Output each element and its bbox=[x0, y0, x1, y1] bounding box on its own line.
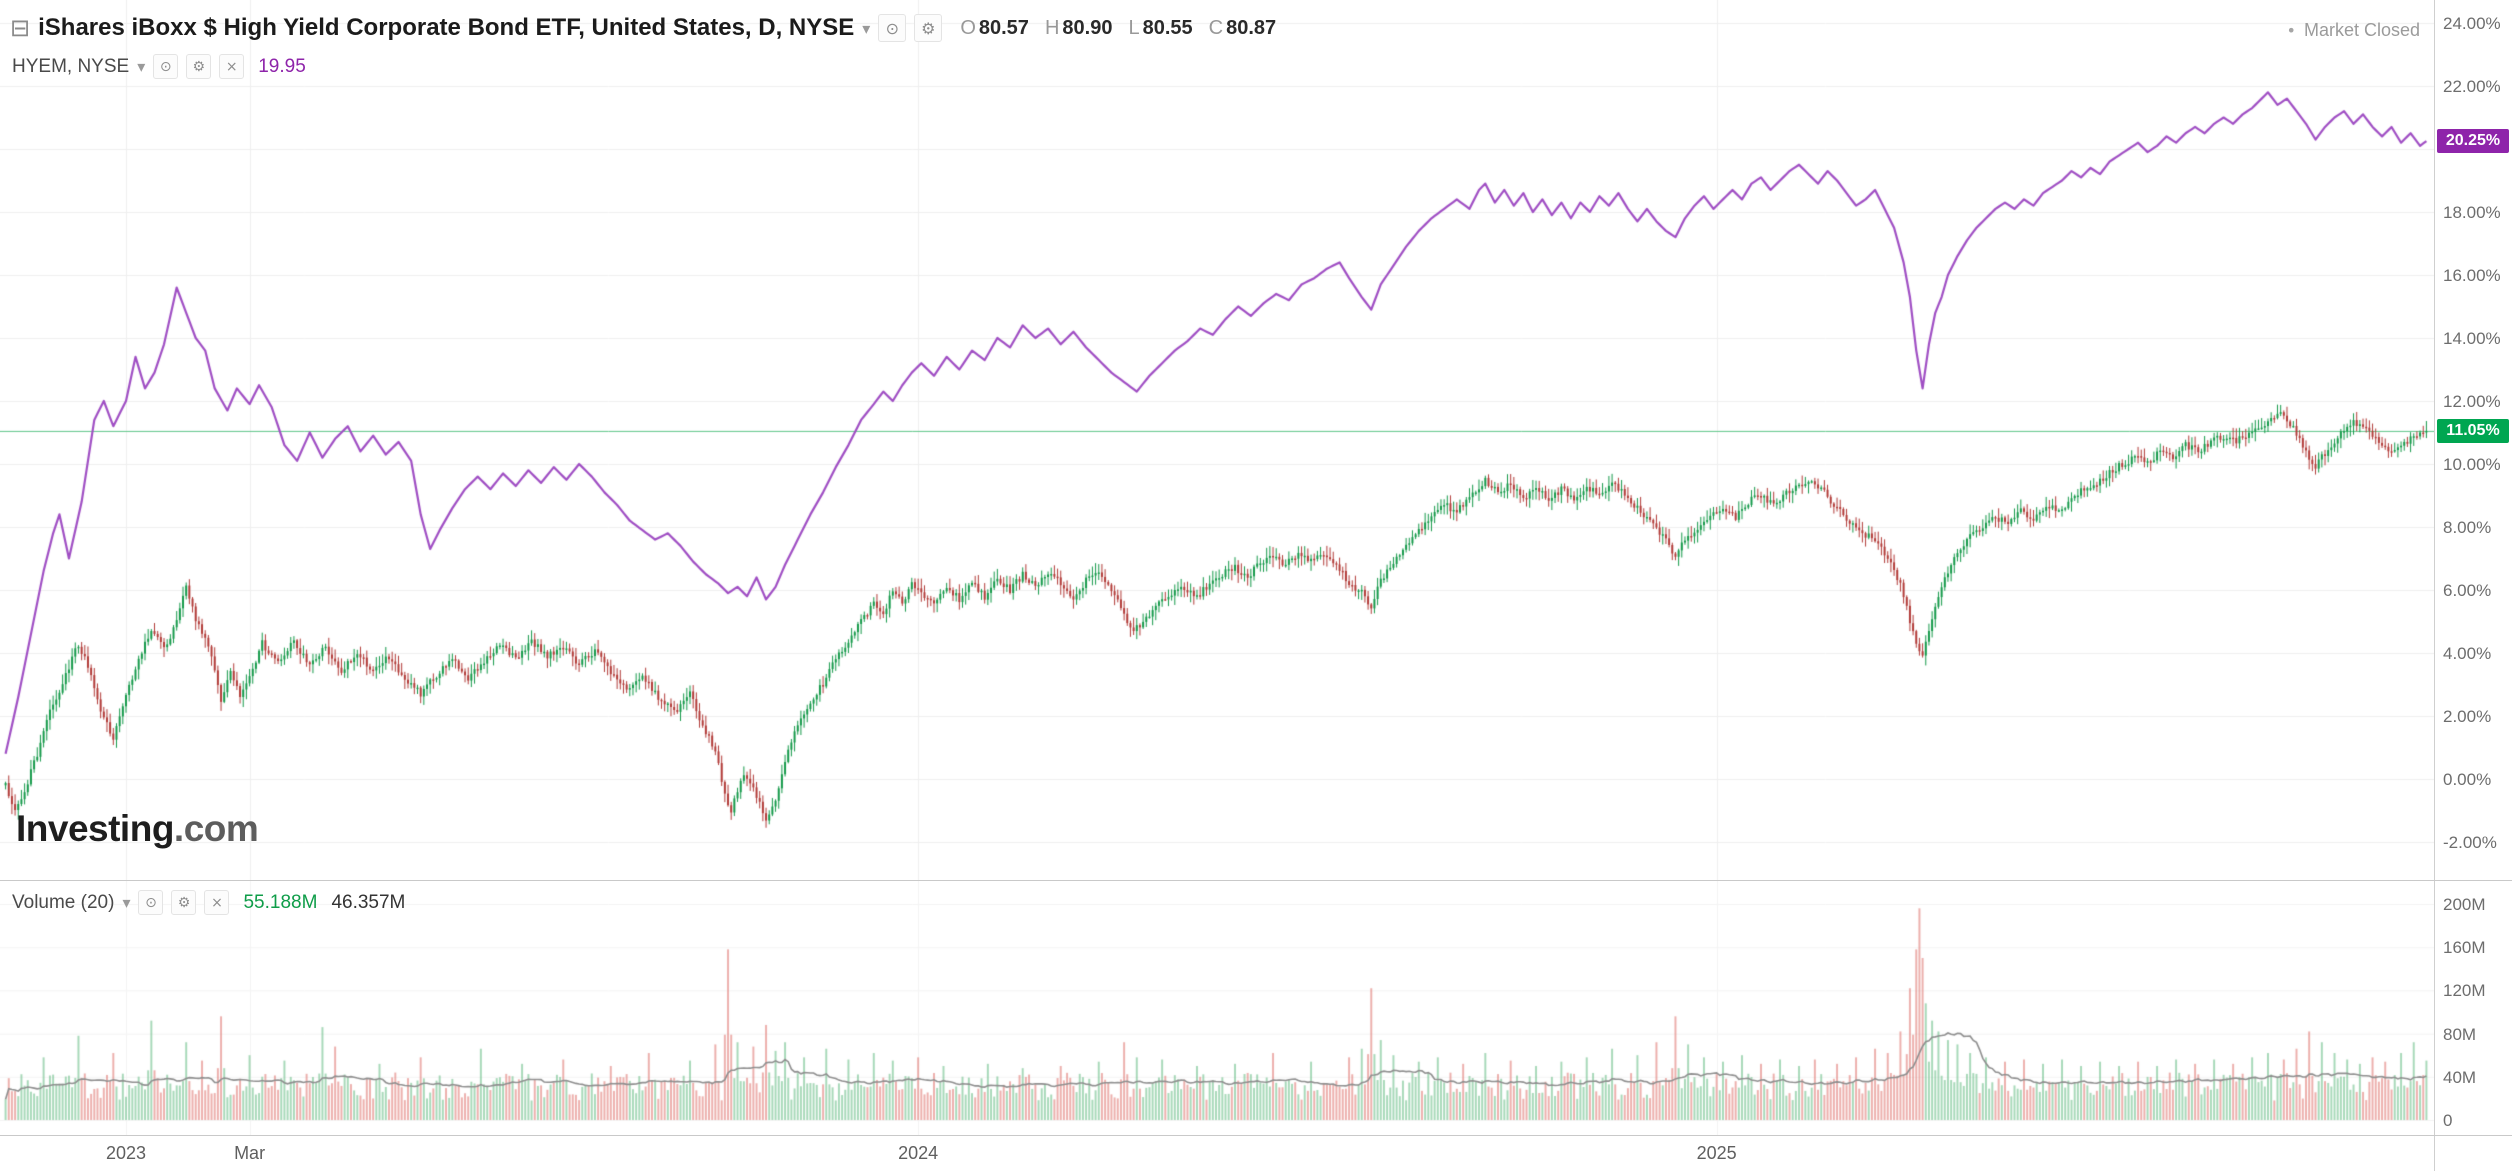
price-tick: 0.00% bbox=[2443, 770, 2492, 789]
volume-chevron-down-icon[interactable]: ▾ bbox=[122, 893, 131, 912]
open-value: 80.57 bbox=[978, 16, 1029, 39]
volume-close-icon[interactable]: × bbox=[204, 890, 230, 915]
volume-settings-icon[interactable]: ⚙ bbox=[171, 890, 197, 915]
time-label: 2023 bbox=[105, 1143, 146, 1163]
eye-icon[interactable]: ⊙ bbox=[878, 14, 907, 42]
volume-tick: 120M bbox=[2443, 981, 2486, 1001]
close-value: 80.87 bbox=[1226, 16, 1277, 39]
market-status: • Market Closed bbox=[2287, 20, 2420, 41]
volume-bar-value: 55.188M bbox=[243, 891, 318, 913]
compare-symbol[interactable]: HYEM, NYSE bbox=[12, 55, 130, 77]
volume-tick: 80M bbox=[2443, 1024, 2477, 1044]
high-label: H bbox=[1044, 16, 1060, 39]
price-tick: 2.00% bbox=[2443, 707, 2492, 726]
compare-settings-icon[interactable]: ⚙ bbox=[186, 54, 212, 79]
compare-eye-icon[interactable]: ⊙ bbox=[153, 54, 179, 79]
investing-logo: Investing.com bbox=[16, 808, 259, 850]
price-tick: 8.00% bbox=[2443, 518, 2492, 537]
volume-eye-icon[interactable]: ⊙ bbox=[138, 890, 164, 915]
price-tick: -2.00% bbox=[2443, 833, 2497, 852]
price-tick: 10.00% bbox=[2443, 455, 2501, 474]
compare-chevron-down-icon[interactable]: ▾ bbox=[137, 57, 146, 76]
chevron-down-icon[interactable]: ▾ bbox=[862, 18, 871, 38]
time-axis[interactable]: 2023 Mar 2024 2025 bbox=[0, 1135, 2434, 1171]
compare-legend: HYEM, NYSE ▾ ⊙ ⚙ × 19.95 bbox=[12, 54, 306, 79]
volume-tick: 160M bbox=[2443, 938, 2486, 958]
axis-separator bbox=[0, 1135, 2512, 1136]
price-tick: 14.00% bbox=[2443, 329, 2501, 348]
volume-tick: 200M bbox=[2443, 895, 2486, 914]
volume-chart-canvas[interactable] bbox=[0, 881, 2434, 1135]
market-status-text: Market Closed bbox=[2303, 20, 2420, 40]
price-tick: 24.00% bbox=[2443, 14, 2501, 33]
price-tick: 12.00% bbox=[2443, 392, 2501, 411]
volume-tick: 0 bbox=[2443, 1111, 2453, 1130]
investing-logo-suffix: .com bbox=[173, 808, 259, 849]
status-dot-icon: • bbox=[2286, 21, 2296, 40]
collapse-pane-icon[interactable]: ⊟ bbox=[10, 14, 31, 42]
hyem-price-badge: 20.25% bbox=[2437, 129, 2509, 154]
price-tick: 18.00% bbox=[2443, 203, 2501, 222]
open-label: O bbox=[960, 16, 976, 39]
instrument-title[interactable]: iShares iBoxx $ High Yield Corporate Bon… bbox=[38, 14, 855, 41]
settings-icon[interactable]: ⚙ bbox=[914, 14, 943, 42]
price-tick: 6.00% bbox=[2443, 581, 2492, 600]
ohlc-readout: O 80.57 H 80.90 L 80.55 C 80.87 bbox=[960, 17, 1276, 40]
close-label: C bbox=[1208, 16, 1224, 39]
time-label: 2025 bbox=[1696, 1143, 1737, 1163]
instrument-legend: ⊟ iShares iBoxx $ High Yield Corporate B… bbox=[10, 14, 1276, 42]
price-tick: 22.00% bbox=[2443, 77, 2501, 96]
investing-logo-main: Investing bbox=[16, 808, 174, 849]
price-axis[interactable]: 20.25% 11.05% 24.00% 22.00% 18.00% 16.00% 14… bbox=[2434, 0, 2512, 1171]
pane-separator[interactable] bbox=[0, 880, 2512, 881]
time-label: 2024 bbox=[898, 1143, 939, 1163]
compare-value: 19.95 bbox=[258, 55, 306, 77]
compare-close-icon[interactable]: × bbox=[219, 54, 245, 79]
volume-indicator-label[interactable]: Volume (20) bbox=[12, 891, 115, 913]
etf-price-badge: 11.05% bbox=[2437, 418, 2509, 443]
price-tick: 4.00% bbox=[2443, 644, 2492, 663]
volume-tick: 40M bbox=[2443, 1067, 2477, 1087]
low-label: L bbox=[1128, 16, 1140, 39]
volume-legend: Volume (20) ▾ ⊙ ⚙ × 55.188M 46.357M bbox=[12, 890, 405, 915]
low-value: 80.55 bbox=[1142, 16, 1193, 39]
volume-ma-value: 46.357M bbox=[331, 891, 406, 913]
high-value: 80.90 bbox=[1062, 16, 1113, 39]
price-chart-canvas[interactable] bbox=[0, 0, 2434, 880]
price-tick: 16.00% bbox=[2443, 266, 2501, 285]
time-label: Mar bbox=[234, 1143, 266, 1163]
